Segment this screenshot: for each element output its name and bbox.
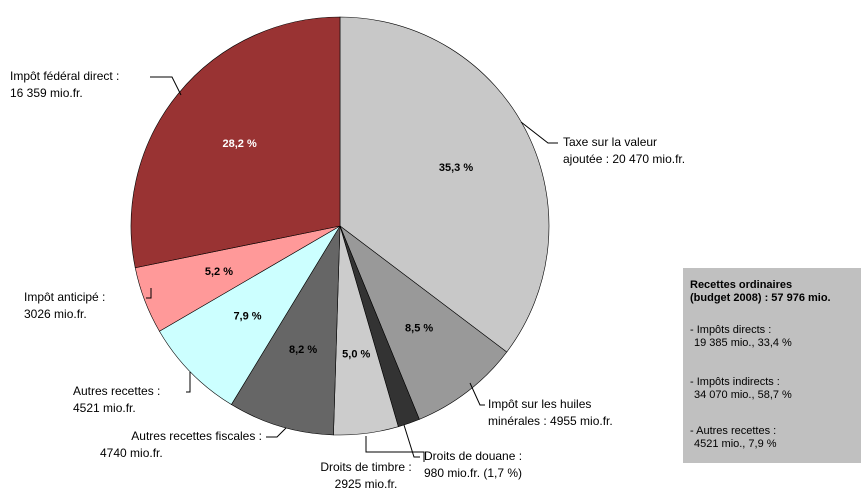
leader-line xyxy=(469,382,485,406)
note-item: 34 070 mio., 58,7 % xyxy=(694,389,792,401)
slice-label: 16 359 mio.fr. xyxy=(10,86,83,100)
pie-slice xyxy=(339,225,508,420)
leader-line xyxy=(403,424,420,458)
slice-value-label: 35,3 % xyxy=(439,162,473,174)
slice-value-label: 5,2 % xyxy=(205,266,233,278)
slice-value-label: 5,0 % xyxy=(342,348,370,360)
slice-label: 3026 mio.fr. xyxy=(24,307,87,321)
slice-value-label: 8,2 % xyxy=(289,344,317,356)
slice-label: 4521 mio.fr. xyxy=(73,401,136,415)
slice-label: Impôt anticipé : xyxy=(24,290,105,304)
slice-label: ajoutée : 20 470 mio.fr. xyxy=(563,152,685,166)
leader-line xyxy=(146,288,152,299)
note-box xyxy=(683,268,861,463)
note-item: 19 385 mio., 33,4 % xyxy=(694,337,792,349)
slice-label: 2925 mio.fr. xyxy=(335,477,398,491)
slice-label: Droits de timbre : xyxy=(320,460,411,474)
note-title: (budget 2008) : 57 976 mio. xyxy=(690,292,831,304)
pie-slice xyxy=(130,16,341,269)
note-item: 4521 mio., 7,9 % xyxy=(694,438,777,450)
slice-label: 980 mio.fr. (1,7 %) xyxy=(424,466,522,480)
slice-label: minérales : 4955 mio.fr. xyxy=(488,414,613,428)
leader-line xyxy=(150,76,182,96)
slice-label: 4740 mio.fr. xyxy=(100,446,163,460)
leader-line xyxy=(186,372,191,393)
slice-value-label: 8,5 % xyxy=(405,323,433,335)
leader-line xyxy=(266,427,287,438)
leader-line xyxy=(365,436,425,462)
slice-value-label: 7,9 % xyxy=(233,311,261,323)
slice-label: Impôt sur les huiles xyxy=(488,397,591,411)
slice-label: Impôt fédéral direct : xyxy=(10,69,119,83)
slice-label: Autres recettes fiscales : xyxy=(131,429,262,443)
pie-slice xyxy=(159,225,341,405)
pie-slice xyxy=(339,16,550,353)
slice-value-label: 28,2 % xyxy=(223,138,257,150)
note-item: - Impôts directs : xyxy=(690,324,771,336)
note-title: Recettes ordinaires xyxy=(690,279,792,291)
slice-label: Taxe sur la valeur xyxy=(563,135,657,149)
slice-label: Droits de douane : xyxy=(424,449,522,463)
slice-label: Autres recettes : xyxy=(73,384,160,398)
note-item: - Impôts indirects : xyxy=(690,376,780,388)
leader-line xyxy=(520,121,558,144)
pie-slice xyxy=(230,224,341,436)
note-item: - Autres recettes : xyxy=(690,425,776,437)
